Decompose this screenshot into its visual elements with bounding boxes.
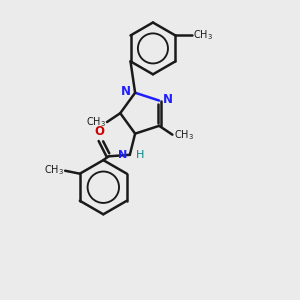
Text: N: N xyxy=(118,150,128,161)
Text: CH$_3$: CH$_3$ xyxy=(86,115,106,129)
Text: N: N xyxy=(163,93,173,106)
Text: N: N xyxy=(121,85,131,98)
Text: H: H xyxy=(136,150,145,161)
Text: CH$_3$: CH$_3$ xyxy=(44,163,64,177)
Text: O: O xyxy=(94,125,104,138)
Text: CH$_3$: CH$_3$ xyxy=(193,28,213,42)
Text: CH$_3$: CH$_3$ xyxy=(174,128,194,142)
